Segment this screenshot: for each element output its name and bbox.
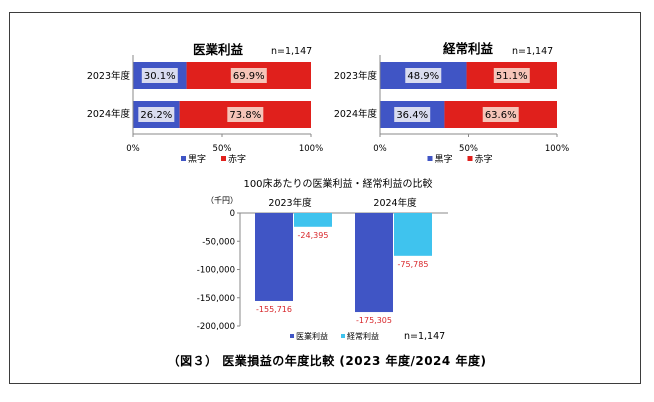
tick-label: 50%: [459, 144, 478, 154]
category-label: 2023年度: [334, 70, 378, 82]
tick-label: 100%: [545, 144, 569, 154]
data-label-box: [138, 107, 175, 122]
data-label: 48.9%: [407, 71, 439, 82]
legend-swatch: [341, 334, 345, 338]
category-label: 2024年度: [334, 108, 378, 120]
data-label: -175,305: [356, 316, 392, 325]
data-label: 73.8%: [229, 110, 261, 121]
figure-caption: （図３） 医業損益の年度比較 (2023 年度/2024 年度): [167, 354, 487, 368]
legend-swatch: [427, 156, 433, 161]
column-bars: -155,716 -24,395 -175,305 -75,785: [255, 213, 432, 325]
sample-size-note: n=1,147: [512, 46, 553, 57]
figure-frame: [9, 12, 641, 384]
data-label: 51.1%: [496, 71, 528, 82]
bar-segments: 30.1% 69.9% 26.2% 73.8%: [133, 62, 311, 128]
legend-swatch: [181, 156, 186, 161]
legend: 黒字 赤字: [427, 153, 493, 165]
data-label-box: [394, 107, 431, 122]
data-label: -75,785: [398, 260, 429, 269]
category-label: 2024年度: [87, 108, 131, 120]
data-label: 30.1%: [144, 71, 176, 82]
tick-label: 0%: [373, 144, 387, 154]
data-label-box: [230, 68, 267, 83]
tick-label: 0: [230, 209, 235, 219]
data-label: 69.9%: [233, 71, 265, 82]
category-labels: 2023年度 2024年度: [334, 70, 378, 120]
column-bar: [355, 213, 393, 313]
data-label: 26.2%: [140, 110, 172, 121]
bar-segments: 48.9% 51.1% 36.4% 63.6%: [380, 62, 557, 128]
category-label: 2023年度: [87, 70, 131, 82]
chart-per-100-beds: 100床あたりの医業利益・経常利益の比較 （千円） 2023年度 2024年度 …: [197, 177, 448, 342]
legend: 黒字 赤字: [181, 153, 246, 165]
legend-label: 黒字: [188, 153, 206, 165]
tick-label: 0%: [126, 144, 140, 154]
tick-label: -50,000: [202, 237, 235, 247]
chart-title: 100床あたりの医業利益・経常利益の比較: [243, 177, 432, 190]
legend-swatch: [467, 156, 473, 161]
data-label-box: [141, 68, 178, 83]
column-bar: [255, 213, 293, 301]
column-bar: [294, 213, 332, 227]
data-label-box: [405, 68, 442, 83]
legend-swatch: [290, 334, 294, 338]
data-label-box: [482, 107, 519, 122]
data-label: -155,716: [256, 305, 292, 314]
chart-title: 経常利益: [443, 41, 494, 56]
sample-size-note: n=1,147: [271, 46, 312, 57]
x-axis-ticks: 0% 50% 100%: [373, 55, 569, 154]
tick-label: -150,000: [197, 294, 235, 304]
legend-label: 赤字: [228, 153, 246, 165]
chart-medical-profit: 医業利益 n=1,147 2023年度 2024年度 30.1% 69.9% 26.…: [87, 42, 323, 165]
chart-ordinary-profit: 経常利益 n=1,147 2023年度 2024年度 48.9% 51.1% 36.…: [334, 41, 569, 165]
category-label: 2023年度: [268, 197, 312, 209]
legend-swatch: [221, 156, 226, 161]
chart-title: 医業利益: [193, 42, 244, 57]
legend-label: 黒字: [435, 153, 453, 165]
sample-size-note: n=1,147: [404, 331, 445, 342]
category-labels: 2023年度 2024年度: [87, 70, 131, 120]
category-labels: 2023年度 2024年度: [268, 197, 417, 209]
legend: 医業利益 経常利益: [290, 331, 379, 341]
data-label-box: [227, 107, 264, 122]
tick-label: -100,000: [197, 266, 235, 276]
tick-label: 50%: [213, 144, 232, 154]
tick-label: 100%: [299, 144, 323, 154]
legend-label: 医業利益: [296, 331, 328, 341]
category-label: 2024年度: [373, 197, 417, 209]
data-label-box: [493, 68, 530, 83]
x-axis-ticks: 0% 50% 100%: [126, 55, 323, 154]
legend-label: 経常利益: [347, 331, 379, 341]
data-label: 36.4%: [396, 110, 428, 121]
data-label: 63.6%: [485, 110, 517, 121]
column-bar: [394, 213, 432, 256]
y-axis-unit: （千円）: [206, 195, 238, 205]
legend-label: 赤字: [475, 153, 493, 165]
data-label: -24,395: [298, 231, 329, 240]
tick-label: -200,000: [197, 322, 235, 332]
